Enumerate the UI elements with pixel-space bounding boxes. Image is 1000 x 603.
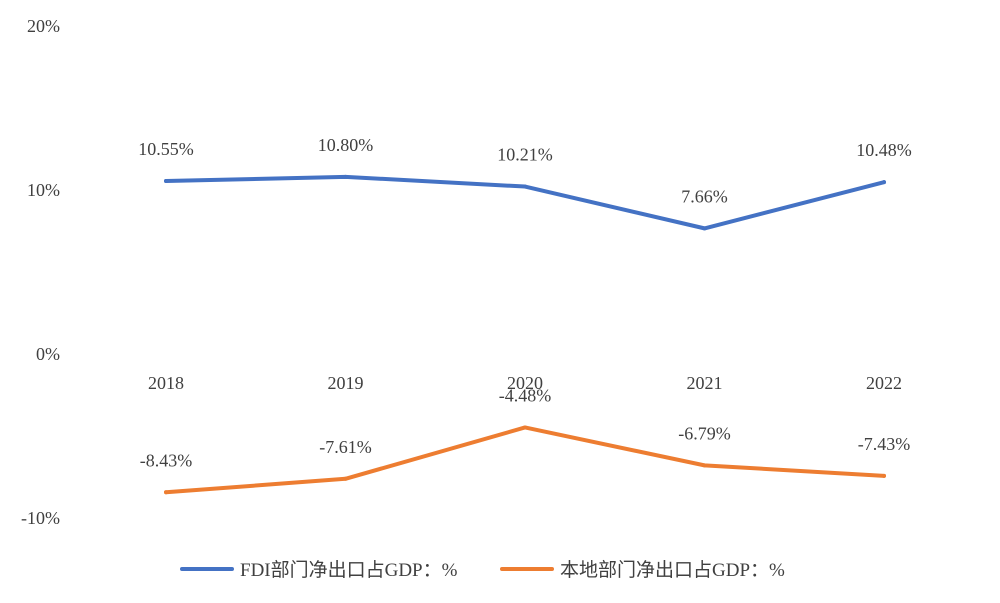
x-category-label: 2020 [507, 373, 543, 393]
series-0: 10.55% 10.80% 10.21% 7.66% 10.48% [138, 135, 912, 231]
y-tick-label: 20% [27, 16, 60, 36]
y-tick-label: 0% [36, 344, 60, 364]
data-point [343, 174, 348, 179]
data-point [702, 226, 707, 231]
data-point [882, 180, 886, 185]
data-label: 10.55% [138, 139, 194, 159]
series-layer: 10.55% 10.80% 10.21% 7.66% 10.48% -8.43% -7.61… [138, 135, 912, 495]
x-category-label: 2022 [866, 373, 902, 393]
data-point [523, 184, 527, 189]
x-axis: 2018 2019 2020 2021 2022 [148, 373, 902, 393]
data-label: -4.48% [499, 385, 552, 405]
legend: FDI部门净出口占GDP：% 本地部门净出口占GDP：% [180, 559, 785, 581]
legend-label-fdi: FDI部门净出口占GDP：% [240, 559, 458, 581]
data-label: 10.48% [856, 140, 912, 160]
x-category-label: 2021 [687, 373, 723, 393]
data-label: 10.21% [497, 145, 553, 165]
data-point [882, 473, 886, 478]
data-label: 10.80% [318, 135, 374, 155]
series-line [164, 425, 886, 495]
legend-label-local: 本地部门净出口占GDP：% [560, 559, 785, 581]
data-label: -8.43% [140, 450, 193, 470]
data-point [164, 490, 168, 495]
data-label: -7.43% [858, 434, 911, 454]
data-label: -7.61% [319, 437, 372, 457]
data-label: 7.66% [681, 186, 728, 206]
y-tick-label: 10% [27, 180, 60, 200]
data-point [523, 425, 527, 430]
data-point [702, 463, 707, 468]
data-label: -6.79% [678, 423, 731, 443]
x-category-label: 2019 [328, 373, 364, 393]
series-1: -8.43% -7.61% -4.48% -6.79% -7.43% [140, 385, 911, 495]
data-point [164, 178, 168, 183]
y-tick-label: -10% [21, 508, 60, 528]
y-axis: 20% 10% 0% -10% [21, 16, 60, 528]
data-point [343, 476, 348, 481]
x-category-label: 2018 [148, 373, 184, 393]
